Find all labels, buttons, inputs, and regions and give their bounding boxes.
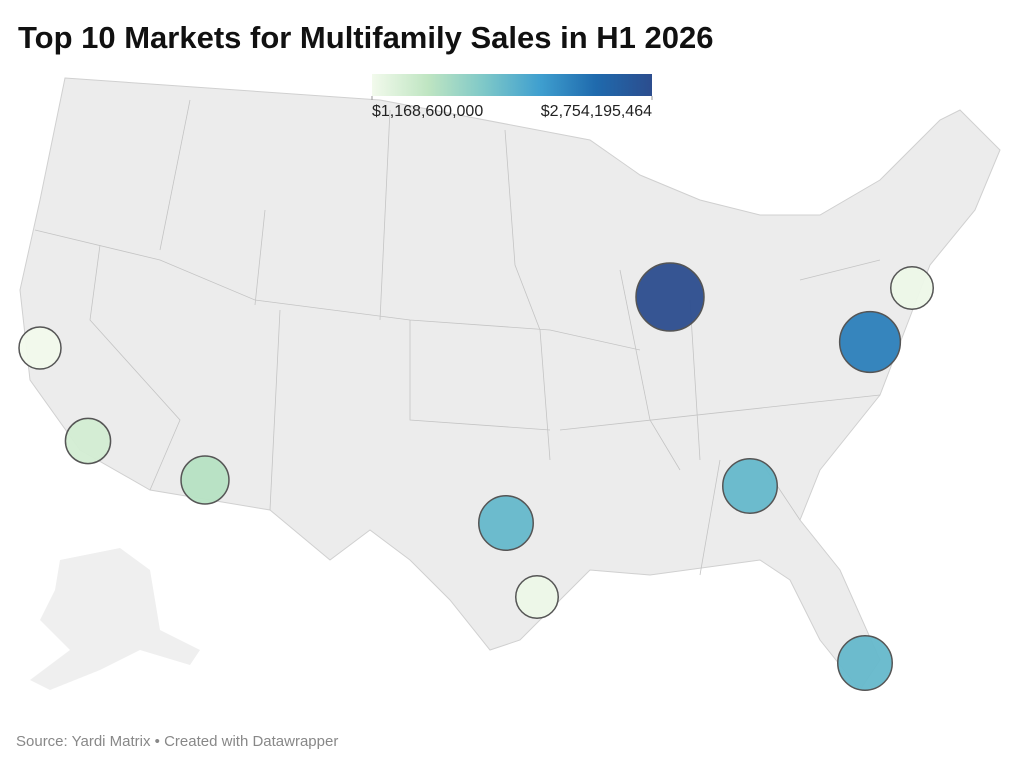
legend-label: $2,754,195,464 [541, 103, 652, 120]
markers [18, 262, 935, 691]
market-bubble [722, 458, 778, 514]
legend-bar [372, 74, 652, 96]
title: Top 10 Markets for Multifamily Sales in … [18, 20, 713, 55]
market-bubble [838, 310, 902, 374]
state-lines [34, 99, 881, 576]
market-bubble [180, 455, 230, 505]
legend-label: $1,168,600,000 [372, 103, 483, 120]
market-bubble [837, 635, 893, 691]
alaska [30, 548, 200, 690]
market-bubble [889, 265, 935, 311]
market-bubble [514, 574, 560, 620]
market-bubble [635, 262, 705, 332]
market-bubble [18, 326, 62, 370]
market-bubble [478, 495, 534, 551]
market-bubble [64, 417, 112, 465]
us-outline [19, 77, 1001, 691]
source: Source: Yardi Matrix • Created with Data… [16, 733, 338, 750]
